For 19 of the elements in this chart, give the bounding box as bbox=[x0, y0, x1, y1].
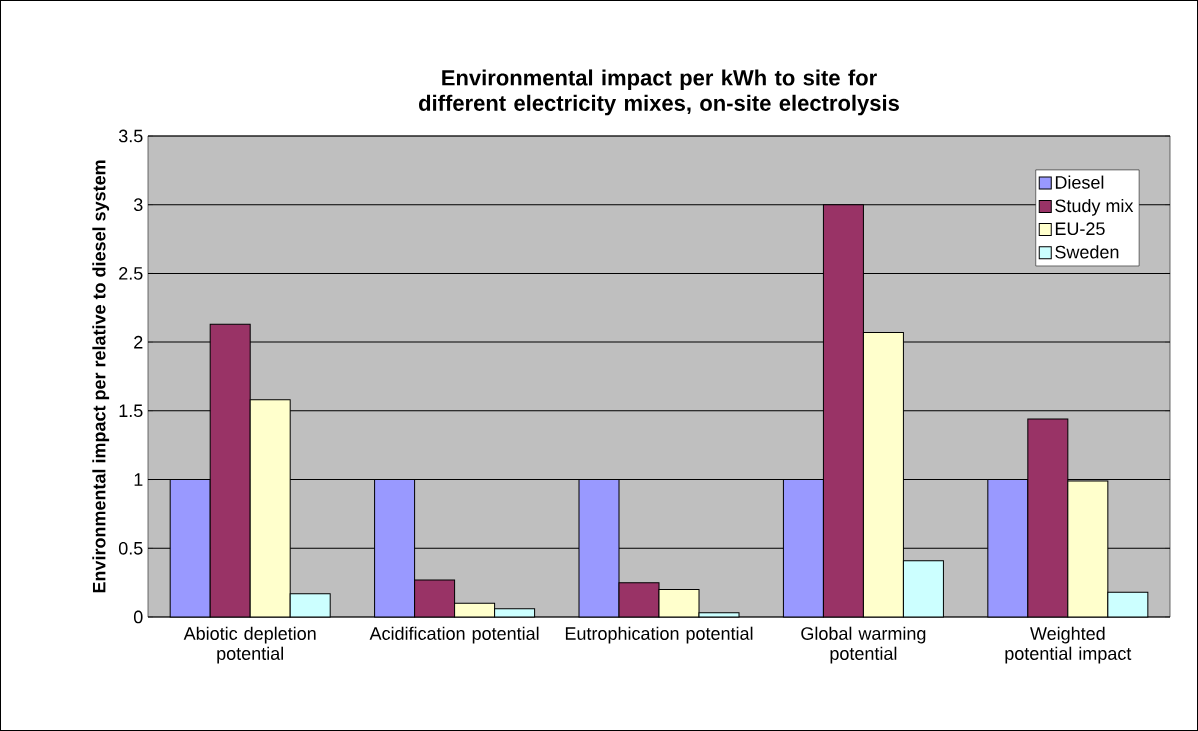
legend-label: Sweden bbox=[1055, 245, 1119, 259]
y-tick-label: 0 bbox=[133, 610, 143, 624]
y-tick-label: 3.5 bbox=[118, 129, 143, 143]
x-tick-label: Eutrophication potential bbox=[565, 626, 753, 644]
y-tick-label: 2.5 bbox=[119, 267, 143, 280]
legend-label: Study mix bbox=[1055, 198, 1134, 216]
legend-label: EU-25 bbox=[1055, 222, 1105, 236]
x-tick-label: Weighted potential impact bbox=[1005, 626, 1132, 664]
legend-label: Diesel bbox=[1055, 175, 1104, 189]
y-tick-label: 1.5 bbox=[119, 404, 143, 418]
y-tick-label: 2 bbox=[134, 335, 143, 349]
y-tick-label: 3 bbox=[133, 198, 143, 212]
chart-title: Environmental impact per kWh to site for different electricity mixes, on-site electrolysis bbox=[419, 69, 899, 116]
y-tick-label: 1 bbox=[134, 473, 143, 486]
x-tick-label: Global warming potential bbox=[801, 626, 926, 664]
y-axis-title: Environmental impact per relative to diesel system bbox=[92, 160, 110, 593]
y-tick-label: 0.5 bbox=[118, 541, 143, 555]
x-tick-label: Acidification potential bbox=[369, 626, 539, 644]
x-tick-label: Abiotic depletion potential bbox=[183, 626, 316, 664]
